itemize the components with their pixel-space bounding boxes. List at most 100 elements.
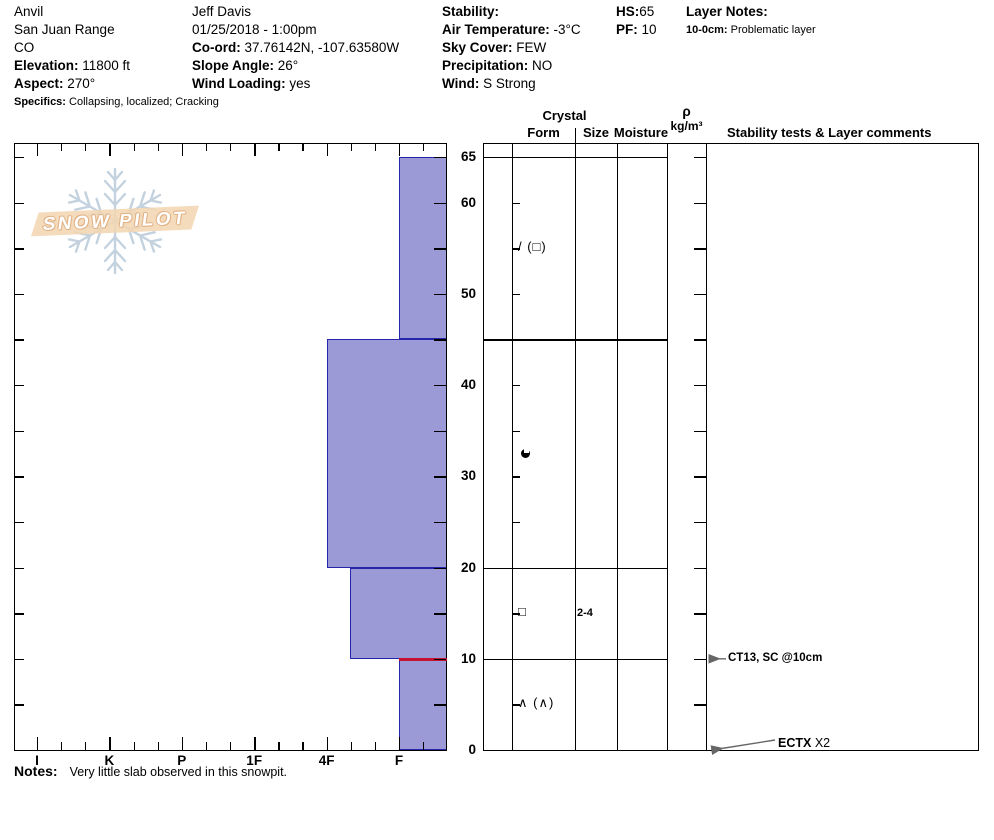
header-col3-row2: Air Temperature: -3°C xyxy=(442,22,581,37)
depth-tick-left xyxy=(14,430,24,433)
depth-tick-right xyxy=(434,430,446,433)
depth-tick-density xyxy=(694,339,706,341)
hardness-label-P: P xyxy=(177,753,187,768)
stability-test-1: CT13, SC @10cm xyxy=(728,651,823,664)
notes-text: Very little slab observed in this snowpi… xyxy=(69,765,288,779)
depth-tick-right xyxy=(434,704,446,706)
panel-vline-1 xyxy=(512,143,514,750)
hardness-minor-tick-top xyxy=(278,143,280,151)
layer-row-line-10 xyxy=(483,658,667,661)
depth-tick-right xyxy=(434,613,446,615)
depth-tick-right xyxy=(434,202,446,204)
header-col3-row4: Precipitation: NO xyxy=(442,58,553,73)
hardness-label-F: F xyxy=(394,753,404,768)
layer-bar-20-10 xyxy=(350,567,447,659)
depth-label-40: 40 xyxy=(460,377,476,393)
hardness-minor-tick-top xyxy=(350,143,352,151)
panel-vline-0 xyxy=(483,143,485,750)
crystal-form-20-10: □ xyxy=(518,604,527,620)
chart-left-axis xyxy=(14,143,16,750)
depth-tick-form xyxy=(512,613,520,615)
depth-tick-left xyxy=(14,385,24,387)
depth-tick-left xyxy=(14,293,24,296)
layer-bar-45-20 xyxy=(326,339,447,568)
depth-label-30: 30 xyxy=(460,468,476,484)
header-col1-row2: San Juan Range xyxy=(14,22,115,37)
depth-tick-left xyxy=(14,202,24,204)
hardness-major-tick-bottom xyxy=(37,737,39,750)
hardness-minor-tick-bottom xyxy=(278,742,280,750)
depth-tick-form xyxy=(512,521,520,524)
depth-tick-form xyxy=(512,704,520,706)
crystal-size-20-10: 2-4 xyxy=(577,607,593,620)
panel-vline-5 xyxy=(706,143,708,750)
header-col3-row3: Sky Cover: FEW xyxy=(442,40,547,55)
depth-tick-right xyxy=(434,476,446,478)
panel-vline-6 xyxy=(978,143,980,750)
depth-tick-density xyxy=(694,385,706,387)
hardness-major-tick-top xyxy=(254,143,256,156)
layer-row-line-20 xyxy=(483,567,667,569)
hardness-minor-tick-bottom xyxy=(133,742,135,750)
panel-bottom-border xyxy=(483,750,979,752)
panel-vline-4 xyxy=(667,143,669,750)
depth-tick-density xyxy=(694,293,706,296)
hardness-minor-tick-bottom xyxy=(302,742,304,750)
depth-tick-left xyxy=(14,521,24,524)
crystal-form-65-45: / (□) xyxy=(518,239,547,255)
depth-label-10: 10 xyxy=(460,650,476,666)
depth-tick-density xyxy=(694,430,706,433)
depth-tick-density xyxy=(694,521,706,524)
depth-tick-form xyxy=(512,385,520,387)
header-col4-row1: HS:65 xyxy=(616,4,655,19)
hardness-major-tick-bottom xyxy=(399,737,401,750)
hardness-minor-tick-top xyxy=(205,143,208,151)
depth-tick-left xyxy=(14,704,24,706)
depth-tick-density xyxy=(694,157,706,159)
depth-tick-left xyxy=(14,567,24,569)
depth-label-20: 20 xyxy=(460,559,476,575)
hardness-minor-tick-bottom xyxy=(157,742,159,750)
hardness-minor-tick-top xyxy=(230,143,232,151)
hardness-major-tick-bottom xyxy=(109,737,111,750)
header-col1-row5: Aspect: 270° xyxy=(14,76,96,91)
depth-tick-form xyxy=(512,293,520,296)
depth-tick-form xyxy=(512,430,520,433)
hardness-major-tick-bottom xyxy=(254,737,256,750)
hardness-major-tick-bottom xyxy=(181,737,184,750)
crystal-header: Crystal xyxy=(542,108,587,123)
header-col2-row1: Jeff Davis xyxy=(192,4,252,19)
header-col1-row6: Specifics: Collapsing, localized; Cracki… xyxy=(14,96,219,108)
chart-bottom-axis xyxy=(14,750,447,752)
depth-tick-form xyxy=(512,248,520,250)
hardness-minor-tick-bottom xyxy=(85,742,87,750)
hardness-minor-tick-top xyxy=(85,143,87,151)
hardness-major-tick-bottom xyxy=(326,737,328,750)
hardness-label-K: K xyxy=(104,753,115,768)
depth-tick-right xyxy=(434,293,446,296)
depth-label-0: 0 xyxy=(468,742,476,757)
depth-tick-density xyxy=(694,613,706,615)
depth-label-65: 65 xyxy=(460,149,476,164)
header-col4-row2: PF: 10 xyxy=(616,22,657,37)
hardness-minor-tick-bottom xyxy=(230,742,232,750)
depth-tick-left xyxy=(14,157,24,159)
hardness-major-tick-top xyxy=(326,143,328,156)
depth-tick-left xyxy=(14,476,24,478)
depth-label-60: 60 xyxy=(460,194,476,210)
hardness-minor-tick-top xyxy=(374,143,377,151)
depth-tick-right xyxy=(434,658,446,661)
hardness-major-tick-top xyxy=(399,143,401,156)
density-units: kg/m³ xyxy=(670,119,703,133)
hardness-minor-tick-top xyxy=(61,143,63,151)
depth-tick-right xyxy=(434,521,446,524)
hardness-minor-tick-top xyxy=(133,143,135,151)
panel-vline-3 xyxy=(617,143,619,750)
header-col2-row2: 01/25/2018 - 1:00pm xyxy=(192,22,317,37)
depth-tick-density xyxy=(694,658,706,661)
depth-tick-density xyxy=(694,567,706,569)
header-col1-row4: Elevation: 11800 ft xyxy=(14,58,131,73)
hardness-minor-tick-top xyxy=(157,143,159,151)
depth-label-50: 50 xyxy=(460,285,476,301)
